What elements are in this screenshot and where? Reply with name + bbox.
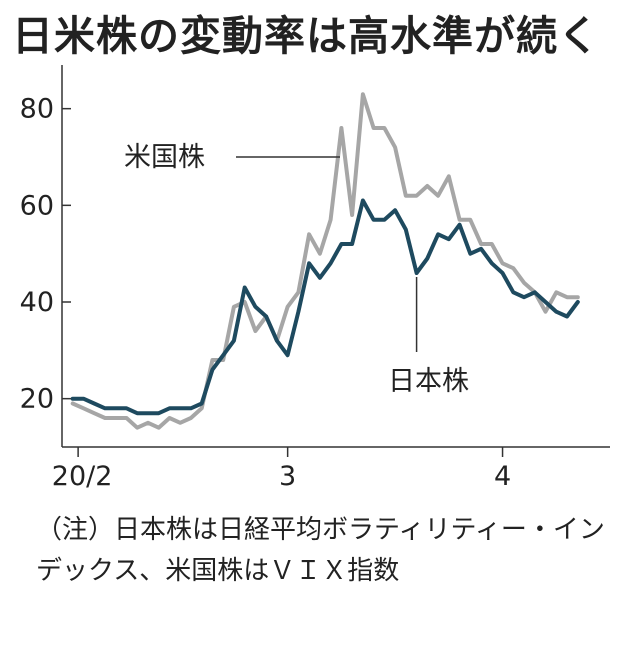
chart-note: （注）日本株は日経平均ボラティリティー・インデックス、米国株はＶＩＸ指数 [36,515,605,586]
chart-axes: 20 40 60 80 20/2 3 4 [20,65,610,492]
x-tick-label: 20/2 [52,461,113,492]
series-label-us: 米国株 [124,142,205,173]
y-tick-label: 80 [20,94,54,125]
chart-title: 日米株の変動率は高水準が続く [12,12,600,60]
series-line-japan [70,198,580,416]
series-line-us [70,92,580,430]
series-label-japan: 日本株 [388,366,469,397]
x-tick-label: 3 [279,461,296,492]
series-layer [70,92,580,430]
y-tick-label: 60 [20,190,54,221]
x-tick-label: 4 [494,461,511,492]
y-tick-label: 20 [20,384,54,415]
y-tick-label: 40 [20,287,54,318]
